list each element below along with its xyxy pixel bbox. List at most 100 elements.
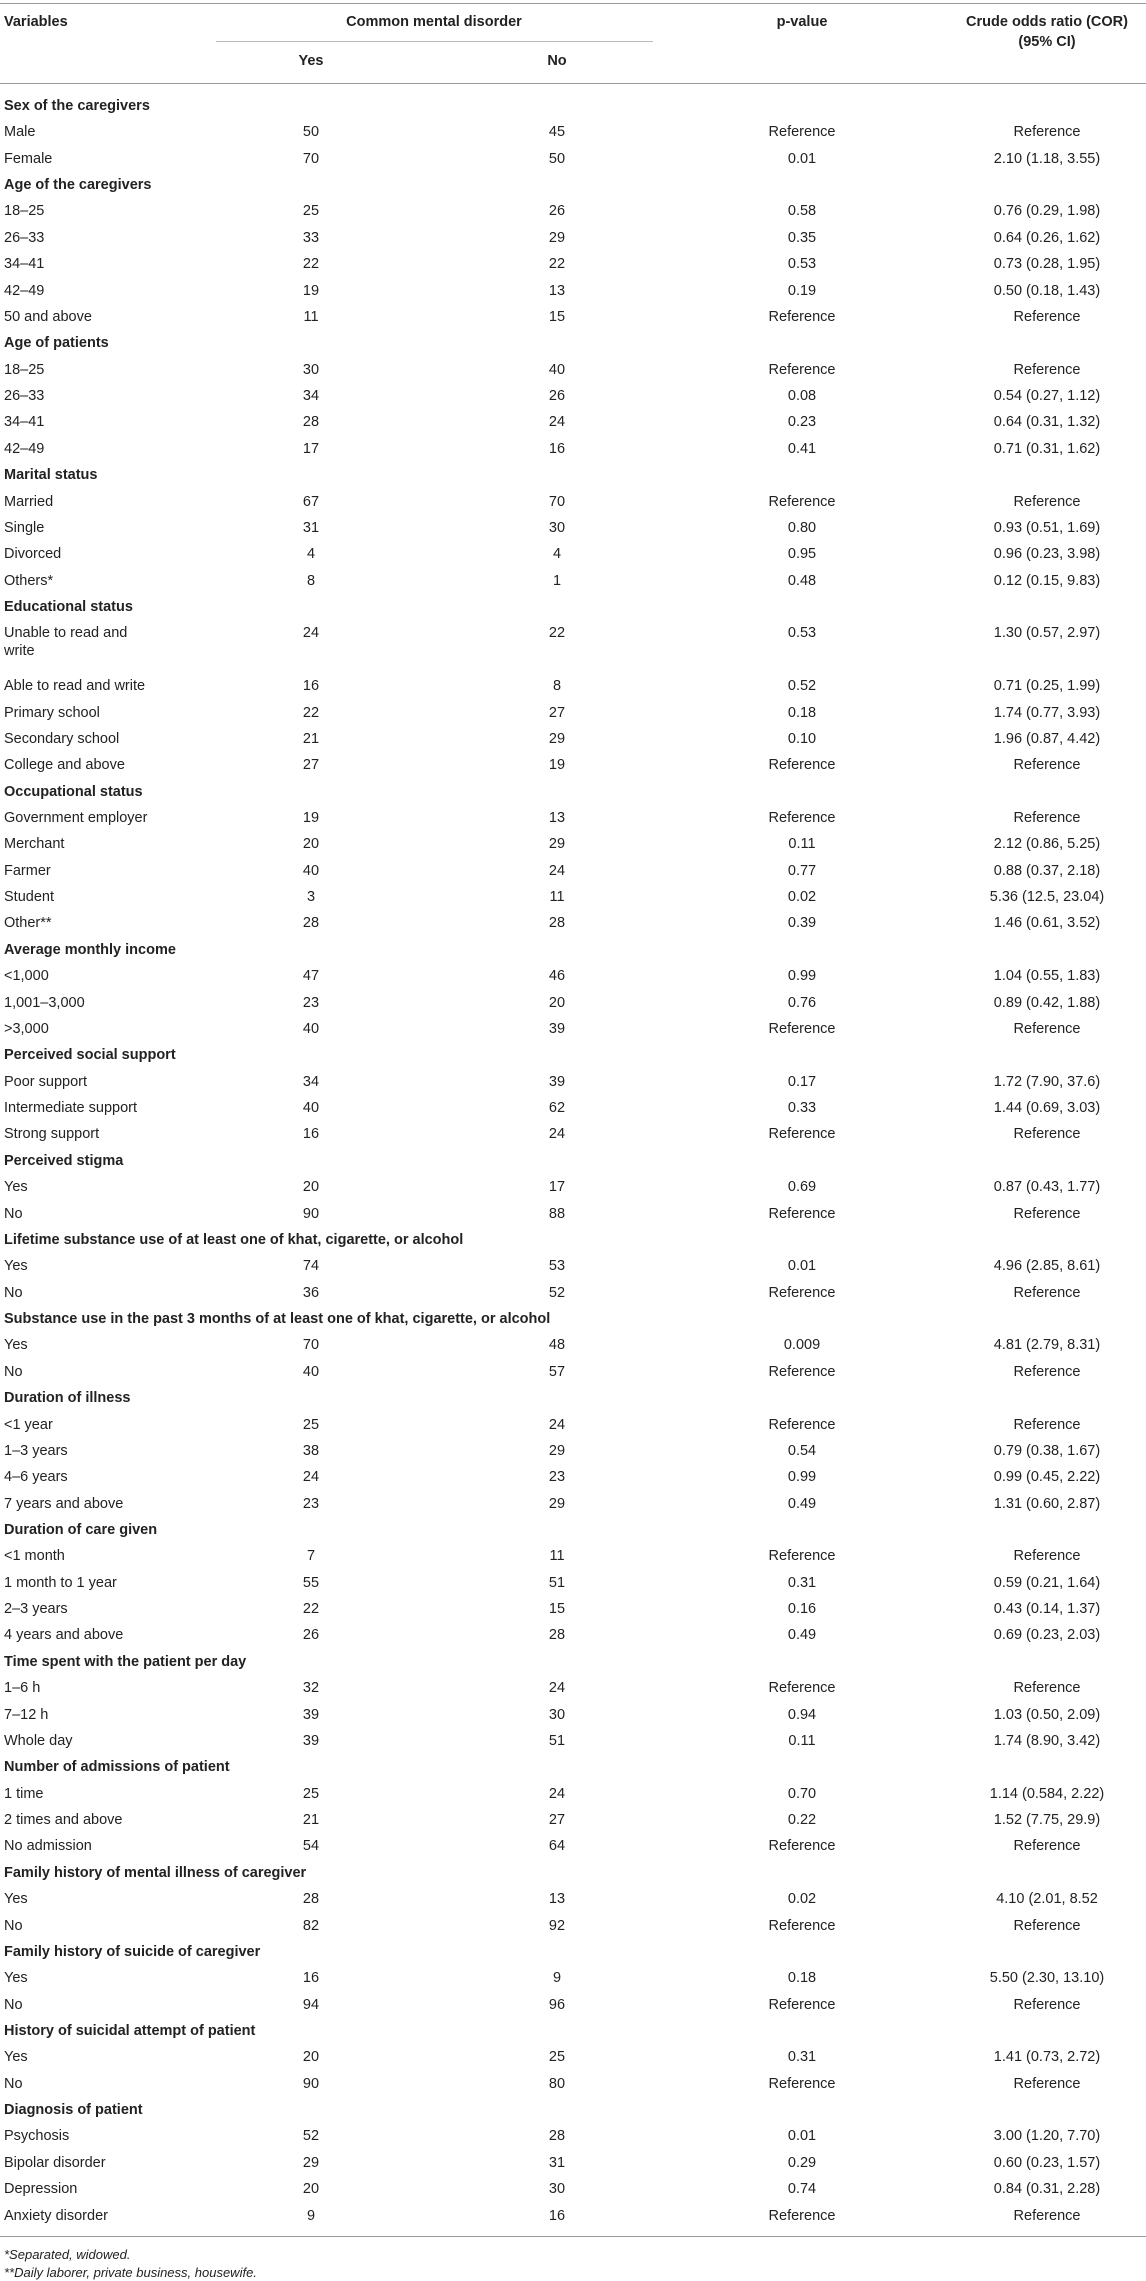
cor: Reference (1013, 1284, 1081, 1301)
yes-count: 31 (302, 519, 320, 536)
cor: 4.81 (2.79, 8.31) (993, 1337, 1101, 1354)
no-count: 1 (552, 572, 562, 589)
yes-count: 82 (302, 1917, 320, 1934)
yes-count: 25 (302, 203, 320, 220)
cor: 0.12 (0.15, 9.83) (993, 572, 1101, 589)
no-count: 70 (548, 493, 566, 510)
cor: Reference (1013, 124, 1081, 141)
no-count: 16 (548, 2207, 566, 2224)
section-title: Lifetime substance use of at least one o… (4, 1231, 464, 1248)
yes-count: 20 (302, 1179, 320, 1196)
no-count: 24 (548, 1416, 566, 1433)
yes-count: 40 (302, 1363, 320, 1380)
cor: 5.50 (2.30, 13.10) (989, 1970, 1105, 1987)
yes-count: 74 (302, 1258, 320, 1275)
section-title: Age of patients (4, 335, 109, 352)
yes-count: 21 (302, 730, 320, 747)
p-value: 0.18 (787, 1970, 817, 1987)
no-count: 53 (548, 1258, 566, 1275)
yes-count: 22 (302, 704, 320, 721)
cor: 0.50 (0.18, 1.43) (993, 282, 1101, 299)
yes-count: 40 (302, 1020, 320, 1037)
yes-count: 34 (302, 1073, 320, 1090)
yes-count: 19 (302, 282, 320, 299)
row-label: No (4, 2075, 23, 2092)
row-label: 4 years and above (4, 1627, 124, 1644)
yes-count: 40 (302, 862, 320, 879)
p-value: 0.58 (787, 203, 817, 220)
yes-count: 24 (302, 1469, 320, 1486)
cor: Reference (1013, 1996, 1081, 2013)
no-count: 22 (548, 256, 566, 273)
p-value: Reference (768, 2207, 836, 2224)
cor: 4.10 (2.01, 8.52 (996, 1891, 1098, 1908)
no-count: 27 (548, 704, 566, 721)
no-count: 64 (548, 1838, 566, 1855)
no-count: 29 (548, 836, 566, 853)
row-label: Government employer (4, 809, 148, 826)
p-value: 0.52 (787, 678, 817, 695)
p-value: 0.01 (787, 150, 817, 167)
row-label: Poor support (4, 1073, 88, 1090)
row-label: Bipolar disorder (4, 2154, 106, 2171)
row-label: Female (4, 150, 53, 167)
yes-count: 34 (302, 388, 320, 405)
p-value: Reference (768, 308, 836, 325)
no-count: 88 (548, 1205, 566, 1222)
cor: 1.44 (0.69, 3.03) (993, 1100, 1101, 1117)
no-count: 20 (548, 994, 566, 1011)
cor: 0.99 (0.45, 2.22) (993, 1469, 1101, 1486)
p-value: 0.31 (787, 2049, 817, 2066)
row-label: Yes (4, 1970, 28, 1987)
section-title: Occupational status (4, 783, 143, 800)
row-label: Yes (4, 1891, 28, 1908)
row-label: Yes (4, 1337, 28, 1354)
cor: 2.10 (1.18, 3.55) (993, 150, 1101, 167)
yes-count: 24 (302, 625, 320, 642)
no-count: 15 (548, 1601, 566, 1618)
p-value: 0.80 (787, 519, 817, 536)
row-label: 34–41 (4, 256, 45, 273)
cor: 0.87 (0.43, 1.77) (993, 1179, 1101, 1196)
p-value: 0.29 (787, 2154, 817, 2171)
cor: 0.96 (0.23, 3.98) (993, 546, 1101, 563)
row-label: 4–6 years (4, 1469, 68, 1486)
p-value: 0.48 (787, 572, 817, 589)
row-label: 34–41 (4, 414, 45, 431)
yes-count: 28 (302, 915, 320, 932)
header-p-value: p-value (776, 14, 828, 30)
cor: Reference (1013, 1680, 1081, 1697)
no-count: 30 (548, 519, 566, 536)
section-title: Substance use in the past 3 months of at… (4, 1311, 551, 1328)
cor: Reference (1013, 493, 1081, 510)
cor: 3.00 (1.20, 7.70) (993, 2128, 1101, 2145)
cor: 0.93 (0.51, 1.69) (993, 519, 1101, 536)
no-count: 46 (548, 968, 566, 985)
no-count: 51 (548, 1574, 566, 1591)
cor: 1.04 (0.55, 1.83) (993, 968, 1101, 985)
p-value: 0.19 (787, 282, 817, 299)
cor: 5.36 (12.5, 23.04) (989, 889, 1105, 906)
no-count: 25 (548, 2049, 566, 2066)
cor: 0.59 (0.21, 1.64) (993, 1574, 1101, 1591)
row-label: 1–3 years (4, 1442, 68, 1459)
yes-count: 8 (306, 572, 316, 589)
row-label: 18–25 (4, 203, 45, 220)
row-label: Merchant (4, 836, 65, 853)
row-label: College and above (4, 757, 125, 774)
row-label: Farmer (4, 862, 51, 879)
no-count: 57 (548, 1363, 566, 1380)
header-rule (0, 83, 1146, 84)
row-label: Yes (4, 1258, 28, 1275)
p-value: Reference (768, 124, 836, 141)
cor: 1.46 (0.61, 3.52) (993, 915, 1101, 932)
row-label: Anxiety disorder (4, 2207, 108, 2224)
p-value: Reference (768, 361, 836, 378)
p-value: Reference (768, 1363, 836, 1380)
p-value: 0.54 (787, 1442, 817, 1459)
section-title: Duration of illness (4, 1390, 131, 1407)
row-label: 1 time (4, 1785, 44, 1802)
cor: 0.84 (0.31, 2.28) (993, 2181, 1101, 2198)
cor: Reference (1013, 757, 1081, 774)
p-value: 0.94 (787, 1706, 817, 1723)
